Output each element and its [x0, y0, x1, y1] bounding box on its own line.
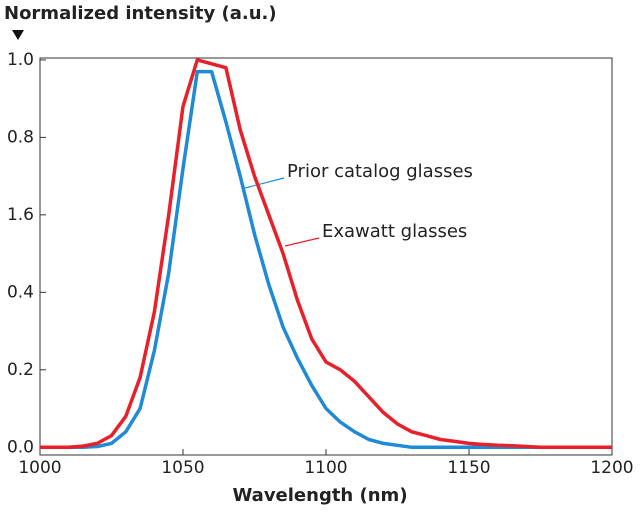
y-tick-label: 0.8 [7, 127, 34, 147]
x-tick-label: 1100 [304, 458, 347, 478]
x-tick-label: 1050 [161, 458, 204, 478]
y-axis-label: Normalized intensity (a.u.) [4, 3, 277, 24]
axis-arrow [12, 30, 24, 40]
leader-line [244, 177, 285, 189]
series-line [40, 58, 612, 450]
x-tick-label: 1000 [18, 458, 61, 478]
y-tick-label: 0.4 [7, 282, 34, 302]
leader-line [284, 237, 320, 247]
series-line [40, 69, 612, 450]
x-tick-label: 1200 [590, 458, 633, 478]
y-tick-label: 0.2 [7, 360, 34, 380]
y-tick-label: 1.6 [7, 205, 34, 225]
series-label: Exawatt glasses [322, 221, 467, 242]
y-tick-label: 0.0 [7, 437, 34, 457]
y-tick-label: 1.0 [7, 50, 34, 70]
plot-frame [39, 57, 613, 456]
series-label: Prior catalog glasses [287, 161, 473, 182]
x-axis-label: Wavelength (nm) [232, 485, 407, 506]
x-tick-label: 1150 [447, 458, 490, 478]
